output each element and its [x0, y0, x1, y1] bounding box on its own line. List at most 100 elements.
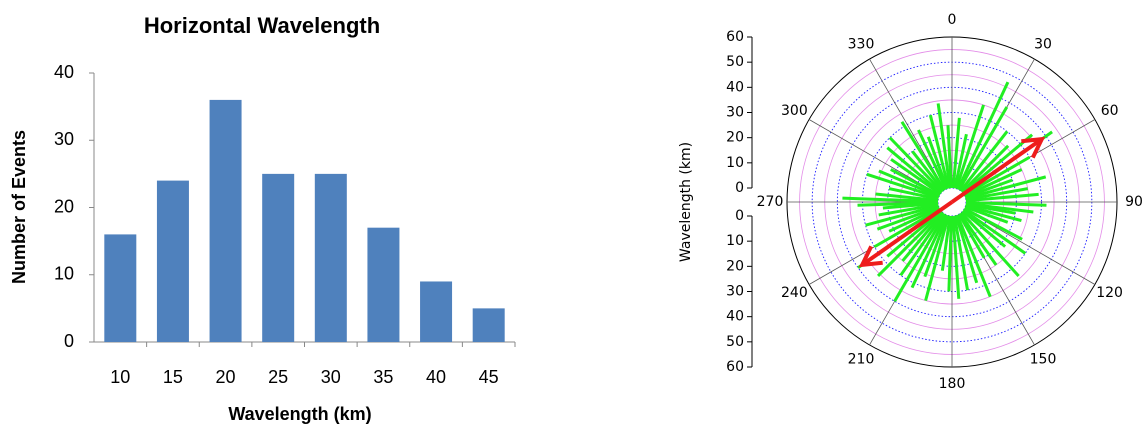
- spoke: [923, 214, 949, 278]
- y-tick-label: 20: [54, 196, 74, 216]
- spoke: [890, 168, 941, 197]
- arrow-head: [858, 245, 883, 268]
- spoke: [951, 117, 961, 189]
- spoke: [875, 192, 939, 203]
- spoke: [911, 150, 945, 192]
- spoke: [888, 187, 939, 201]
- angle-tick-label: 180: [939, 376, 966, 392]
- angle-tick-label: 270: [757, 194, 784, 210]
- spoke: [964, 168, 1023, 198]
- r-tick-label: 50: [726, 54, 744, 70]
- spoke: [926, 136, 949, 190]
- r-tick-label: 10: [726, 233, 744, 249]
- spoke: [893, 213, 947, 303]
- spoke: [888, 136, 944, 193]
- y-tick-label: 10: [54, 264, 74, 284]
- arrow-head: [1021, 136, 1046, 159]
- y-tick-label: 30: [54, 129, 74, 149]
- r-tick-label: 30: [726, 284, 744, 300]
- spoke: [876, 205, 940, 231]
- angle-tick-label: 210: [848, 352, 875, 368]
- r-tick-label: 10: [726, 155, 744, 171]
- bar: [314, 173, 347, 342]
- r-tick-label: 60: [726, 359, 744, 375]
- angle-tick-label: 150: [1030, 352, 1057, 368]
- spoke: [928, 114, 951, 189]
- x-tick-label: 45: [479, 367, 499, 387]
- x-tick-label: 30: [321, 367, 341, 387]
- spoke: [890, 158, 942, 196]
- spoke: [952, 215, 970, 291]
- bar-chart: Horizontal Wavelength Wavelength (km) Nu…: [9, 13, 516, 424]
- r-tick-label: 40: [726, 79, 744, 95]
- r-tick-label: 20: [726, 258, 744, 274]
- r-tick-label: 20: [726, 130, 744, 146]
- spoke: [955, 214, 992, 298]
- mean-arrow: [950, 137, 1043, 204]
- spoke: [963, 207, 1023, 241]
- spoke: [956, 81, 1010, 190]
- r-tick-label: 30: [726, 105, 744, 121]
- spoke: [965, 204, 1022, 223]
- spoke: [959, 130, 1009, 192]
- spoke: [962, 208, 1027, 255]
- angle-tick-label: 60: [1101, 103, 1119, 119]
- bar: [104, 234, 137, 342]
- spoke: [947, 215, 954, 292]
- spoke: [946, 125, 953, 189]
- bar: [262, 173, 295, 342]
- spoke: [960, 144, 1010, 194]
- bar: [209, 99, 242, 343]
- spoke: [965, 175, 1047, 200]
- spoke: [961, 133, 1034, 195]
- angle-tick-label: 300: [781, 103, 808, 119]
- spoke: [886, 146, 943, 195]
- spoke: [899, 212, 946, 277]
- spoke: [886, 209, 943, 258]
- spoke: [940, 215, 952, 271]
- x-tick-label: 10: [110, 367, 130, 387]
- spoke: [958, 212, 998, 266]
- r-tick-label: 50: [726, 334, 744, 350]
- spoke: [963, 155, 1031, 197]
- spoke: [924, 215, 950, 301]
- spoke: [953, 133, 968, 189]
- spoke: [888, 206, 940, 233]
- chart-title: Horizontal Wavelength: [144, 13, 380, 38]
- spoke: [873, 207, 941, 249]
- y-tick-label: 40: [54, 62, 74, 82]
- spoke: [936, 103, 952, 189]
- spoke: [842, 196, 939, 204]
- spoke: [878, 202, 939, 217]
- r-tick-label: 0: [735, 180, 744, 196]
- spoke: [951, 215, 961, 299]
- spoke: [965, 192, 1039, 203]
- angle-tick-label: 90: [1125, 194, 1143, 210]
- angle-tick-label: 240: [781, 285, 808, 301]
- spoke: [866, 172, 940, 200]
- spoke: [901, 211, 945, 262]
- x-tick-label: 15: [163, 367, 183, 387]
- spoke: [965, 200, 1047, 207]
- spoke: [961, 209, 1007, 248]
- spoke: [910, 214, 948, 289]
- spoke: [876, 210, 944, 278]
- angle-tick-label: 0: [948, 12, 957, 28]
- angle-tick-label: 30: [1034, 36, 1052, 52]
- y-tick-label: 0: [64, 331, 74, 351]
- spoke: [964, 205, 1009, 224]
- r-tick-label: 40: [726, 309, 744, 325]
- angle-tick-label: 330: [848, 36, 875, 52]
- spoke: [865, 204, 939, 227]
- x-tick-label: 35: [373, 367, 393, 387]
- bar: [367, 227, 400, 342]
- y-axis-label: Number of Events: [9, 130, 29, 284]
- x-tick-label: 40: [426, 367, 446, 387]
- spoke: [857, 200, 939, 207]
- spoke: [954, 104, 985, 190]
- r-tick-label: 0: [735, 208, 744, 224]
- bar: [472, 308, 505, 342]
- r-tick-label: 60: [726, 29, 744, 45]
- mean-arrow: [861, 200, 954, 267]
